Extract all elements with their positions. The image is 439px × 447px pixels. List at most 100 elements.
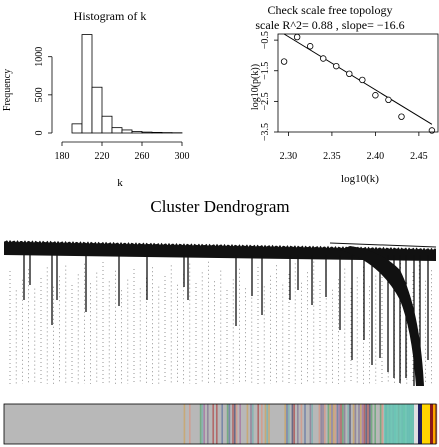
scatter-x-tick-label: 2.40 — [367, 151, 385, 162]
module-band — [365, 404, 367, 444]
histogram-ylabel: Frequency — [2, 69, 13, 111]
scatter-point — [320, 55, 327, 62]
module-band-white — [414, 404, 418, 444]
module-band-turquoise — [384, 404, 414, 444]
module-band — [216, 404, 218, 444]
histogram-bar — [111, 127, 123, 134]
scatter-y-tick-label: −2.5 — [260, 92, 271, 110]
module-band — [239, 404, 241, 444]
module-bar-frame — [3, 403, 437, 445]
module-band-navy — [418, 404, 422, 444]
module-band — [331, 404, 333, 444]
module-band — [284, 404, 286, 444]
module-band — [333, 404, 335, 444]
module-band — [361, 404, 364, 444]
scatter-x-tick-label: 2.35 — [323, 151, 341, 162]
histogram-x-tick-label: 220 — [95, 151, 110, 162]
dendrogram-title: Cluster Dendrogram — [150, 197, 289, 216]
scatter-xlabel: log10(k) — [341, 173, 379, 185]
scatter-plot-frame — [277, 33, 439, 133]
module-band — [367, 404, 369, 444]
module-band — [435, 404, 438, 444]
module-band — [381, 404, 384, 444]
scatter-point — [359, 76, 366, 84]
module-band — [252, 404, 254, 444]
dendrogram-panel: Cluster Dendrogram — [3, 197, 438, 445]
module-band — [199, 404, 202, 444]
scatter-axes: 2.30 2.35 2.40 2.45 −0.5 −1.5 −2.5 −3.5 — [260, 31, 439, 162]
histogram-bar — [81, 34, 93, 134]
module-band — [329, 404, 331, 444]
module-band — [343, 404, 346, 444]
dendrogram-dense-cluster — [340, 246, 424, 386]
histogram-bar — [141, 131, 153, 134]
module-band — [297, 404, 299, 444]
histogram-y-tick-label: 500 — [34, 87, 45, 102]
module-band — [221, 404, 223, 444]
module-band — [379, 404, 382, 444]
module-band — [201, 404, 204, 444]
module-band — [203, 404, 205, 444]
module-band — [212, 404, 214, 444]
module-band — [291, 404, 294, 444]
histogram-y-tick-label: 0 — [34, 131, 45, 136]
module-band — [354, 404, 357, 444]
module-band-orange — [433, 404, 436, 444]
module-band — [250, 404, 252, 444]
scatter-x-tick-label: 2.30 — [280, 151, 298, 162]
module-band — [288, 404, 290, 444]
module-band — [228, 404, 231, 444]
histogram-bar — [91, 86, 103, 134]
histogram-panel: Histogram of k Frequency k 180 220 260 300 0… — [2, 9, 190, 189]
scatter-point — [280, 58, 288, 65]
module-band — [234, 404, 236, 444]
scatter-point — [428, 127, 436, 134]
module-band — [334, 404, 337, 444]
histogram-x-tick-label: 260 — [135, 151, 150, 162]
module-band — [360, 404, 362, 444]
histogram-bar — [71, 123, 83, 134]
scale-free-panel: Check scale free topology scale R^2= 0.8… — [250, 3, 439, 185]
module-band — [352, 404, 355, 444]
scatter-point — [293, 33, 301, 41]
module-band — [324, 404, 326, 444]
module-band — [369, 404, 371, 444]
module-band — [336, 404, 339, 444]
module-band — [309, 404, 312, 444]
scatter-point — [372, 92, 379, 99]
module-band — [347, 404, 349, 444]
module-color-bar — [3, 403, 438, 445]
module-band — [374, 404, 376, 444]
histogram-bar — [131, 131, 143, 134]
scatter-point — [306, 43, 314, 50]
histogram-axes: 180 220 260 300 0 500 1000 — [34, 47, 190, 162]
module-band — [320, 404, 322, 444]
scatter-x-tick-label: 2.45 — [410, 151, 428, 162]
module-band — [232, 404, 234, 444]
module-band-darkred — [430, 404, 433, 444]
module-band — [268, 404, 270, 444]
module-band — [286, 404, 288, 444]
module-band — [235, 404, 238, 444]
module-band — [261, 404, 263, 444]
histogram-bars — [71, 34, 183, 134]
module-band — [363, 404, 366, 444]
scatter-subtitle: scale R^2= 0.88 , slope= −16.6 — [255, 18, 404, 32]
module-band-yellow — [422, 404, 430, 444]
dendrogram-tree — [4, 240, 437, 386]
module-band — [322, 404, 324, 444]
histogram-bar — [101, 115, 113, 134]
scatter-plot — [280, 33, 436, 134]
module-band — [311, 404, 313, 444]
module-band — [338, 404, 340, 444]
scatter-ylabel: log10(p(k)) — [250, 64, 261, 110]
module-band — [370, 404, 373, 444]
scatter-point — [333, 62, 340, 70]
module-band — [257, 404, 259, 444]
module-band — [189, 404, 191, 444]
module-band — [318, 404, 321, 444]
module-band — [266, 404, 268, 444]
histogram-bar — [121, 129, 133, 134]
dendrogram-canopy — [4, 240, 436, 261]
